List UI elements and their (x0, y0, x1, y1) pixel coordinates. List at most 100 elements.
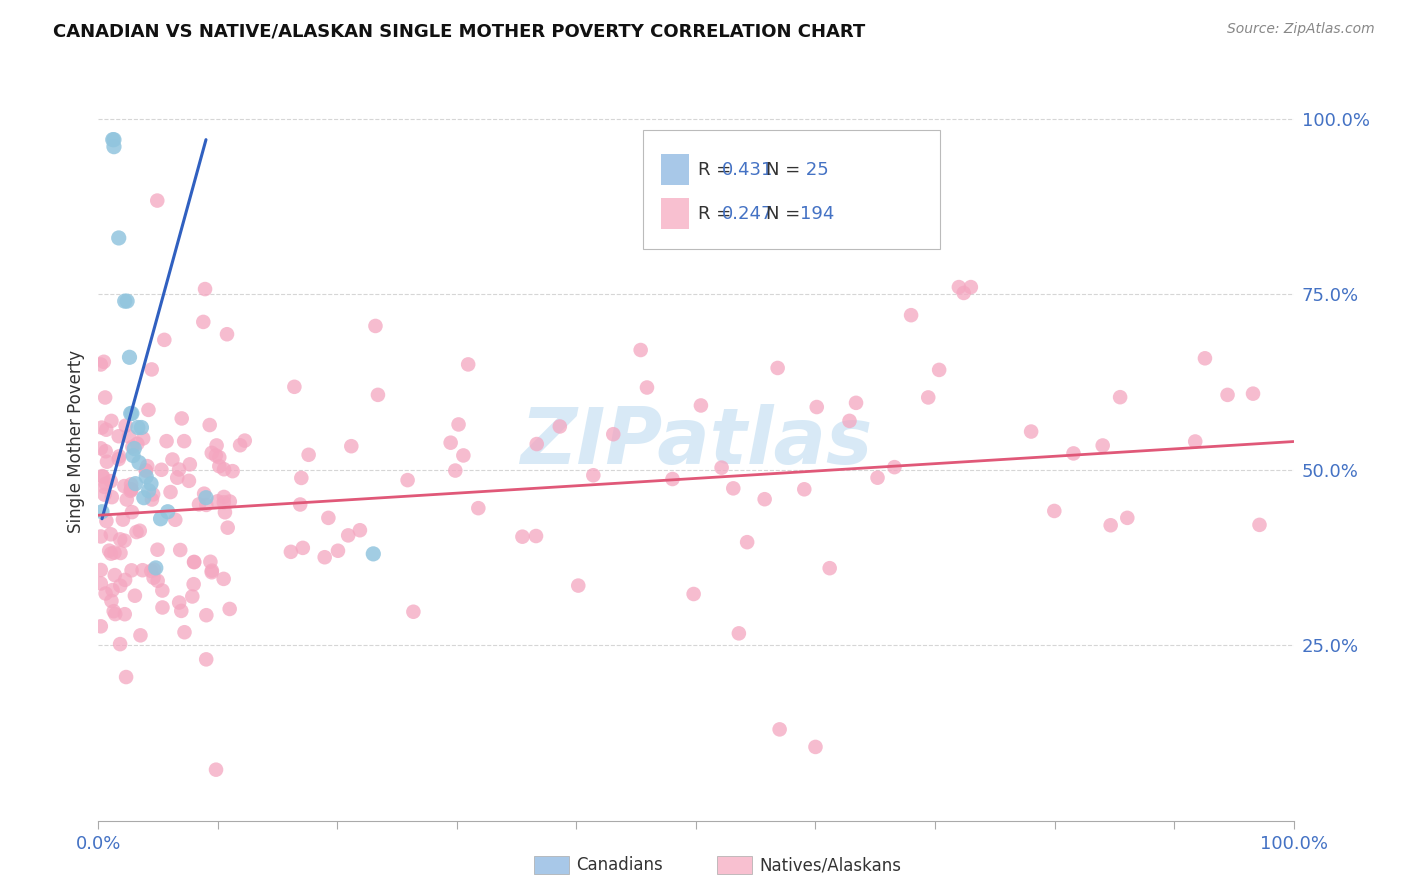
Point (402, 605, 425, 619)
Point (115, 670, 138, 684)
Point (101, 583, 124, 598)
Text: 25: 25 (800, 161, 828, 178)
Point (120, 407, 142, 421)
Point (928, 363, 950, 377)
Point (122, 449, 145, 463)
Point (290, 471, 312, 485)
Point (183, 555, 205, 569)
Point (127, 436, 149, 450)
Point (90, 529, 112, 543)
Point (1109, 390, 1132, 404)
Point (233, 434, 256, 448)
Point (152, 600, 174, 615)
Point (156, 505, 179, 519)
Point (229, 438, 252, 452)
Point (690, 399, 713, 413)
Point (90, 420, 112, 434)
Point (90, 442, 112, 456)
Point (754, 492, 776, 507)
Point (165, 513, 187, 527)
Text: 194: 194 (800, 204, 834, 223)
Point (107, 429, 129, 443)
Point (115, 294, 138, 309)
Point (218, 494, 240, 508)
Point (200, 555, 222, 569)
Point (103, 546, 125, 560)
Point (766, 361, 789, 376)
Point (948, 280, 970, 294)
Point (567, 578, 589, 592)
Point (173, 434, 195, 449)
Point (195, 491, 218, 505)
Point (146, 542, 169, 557)
Text: CANADIAN VS NATIVE/ALASKAN SINGLE MOTHER POVERTY CORRELATION CHART: CANADIAN VS NATIVE/ALASKAN SINGLE MOTHER… (53, 22, 866, 40)
Point (127, 420, 149, 434)
Point (94, 444, 117, 458)
Point (169, 543, 191, 558)
Point (512, 530, 534, 544)
Point (205, 449, 228, 463)
Point (188, 497, 211, 511)
Point (110, 579, 132, 593)
Point (138, 483, 160, 498)
Point (120, 483, 142, 498)
Point (298, 448, 321, 462)
Point (728, 626, 751, 640)
Point (107, 452, 129, 467)
Point (193, 315, 215, 329)
Point (1241, 386, 1264, 401)
Point (118, 351, 141, 365)
Point (167, 462, 190, 476)
Text: N =: N = (766, 204, 806, 223)
Point (1063, 446, 1085, 460)
Point (208, 459, 231, 474)
Point (108, 533, 131, 547)
Point (90, 358, 112, 372)
Point (630, 343, 652, 357)
Point (205, 763, 228, 777)
Text: Source: ZipAtlas.com: Source: ZipAtlas.com (1227, 22, 1375, 37)
Point (1043, 504, 1066, 518)
Point (349, 523, 371, 537)
Point (135, 464, 157, 478)
Point (101, 133, 124, 147)
Point (194, 282, 217, 296)
Point (280, 545, 302, 559)
Point (177, 474, 200, 488)
Text: ZIPatlas: ZIPatlas (520, 403, 872, 480)
Point (201, 566, 224, 580)
Point (883, 460, 905, 475)
Point (159, 485, 181, 500)
Point (121, 440, 143, 454)
Point (146, 194, 169, 208)
Point (1184, 434, 1206, 449)
Point (195, 498, 218, 512)
Text: Natives/Alaskans: Natives/Alaskans (759, 856, 901, 874)
Point (114, 294, 136, 309)
Point (195, 652, 218, 666)
Point (138, 403, 160, 417)
Point (128, 456, 150, 470)
Point (108, 637, 131, 651)
Point (221, 464, 243, 478)
Point (181, 590, 204, 604)
Point (90, 576, 112, 591)
Point (735, 535, 758, 549)
Text: 0.431: 0.431 (723, 161, 773, 178)
Point (1019, 425, 1042, 439)
Point (201, 446, 224, 460)
Point (193, 486, 215, 500)
Point (952, 285, 974, 300)
Point (723, 481, 745, 495)
Point (768, 723, 790, 737)
Point (153, 333, 176, 347)
Point (115, 492, 138, 507)
Point (121, 407, 143, 421)
Point (212, 462, 235, 476)
Point (104, 607, 127, 621)
Point (96, 514, 118, 528)
Point (288, 498, 311, 512)
Point (283, 380, 305, 394)
Point (900, 308, 922, 322)
Point (170, 604, 193, 618)
